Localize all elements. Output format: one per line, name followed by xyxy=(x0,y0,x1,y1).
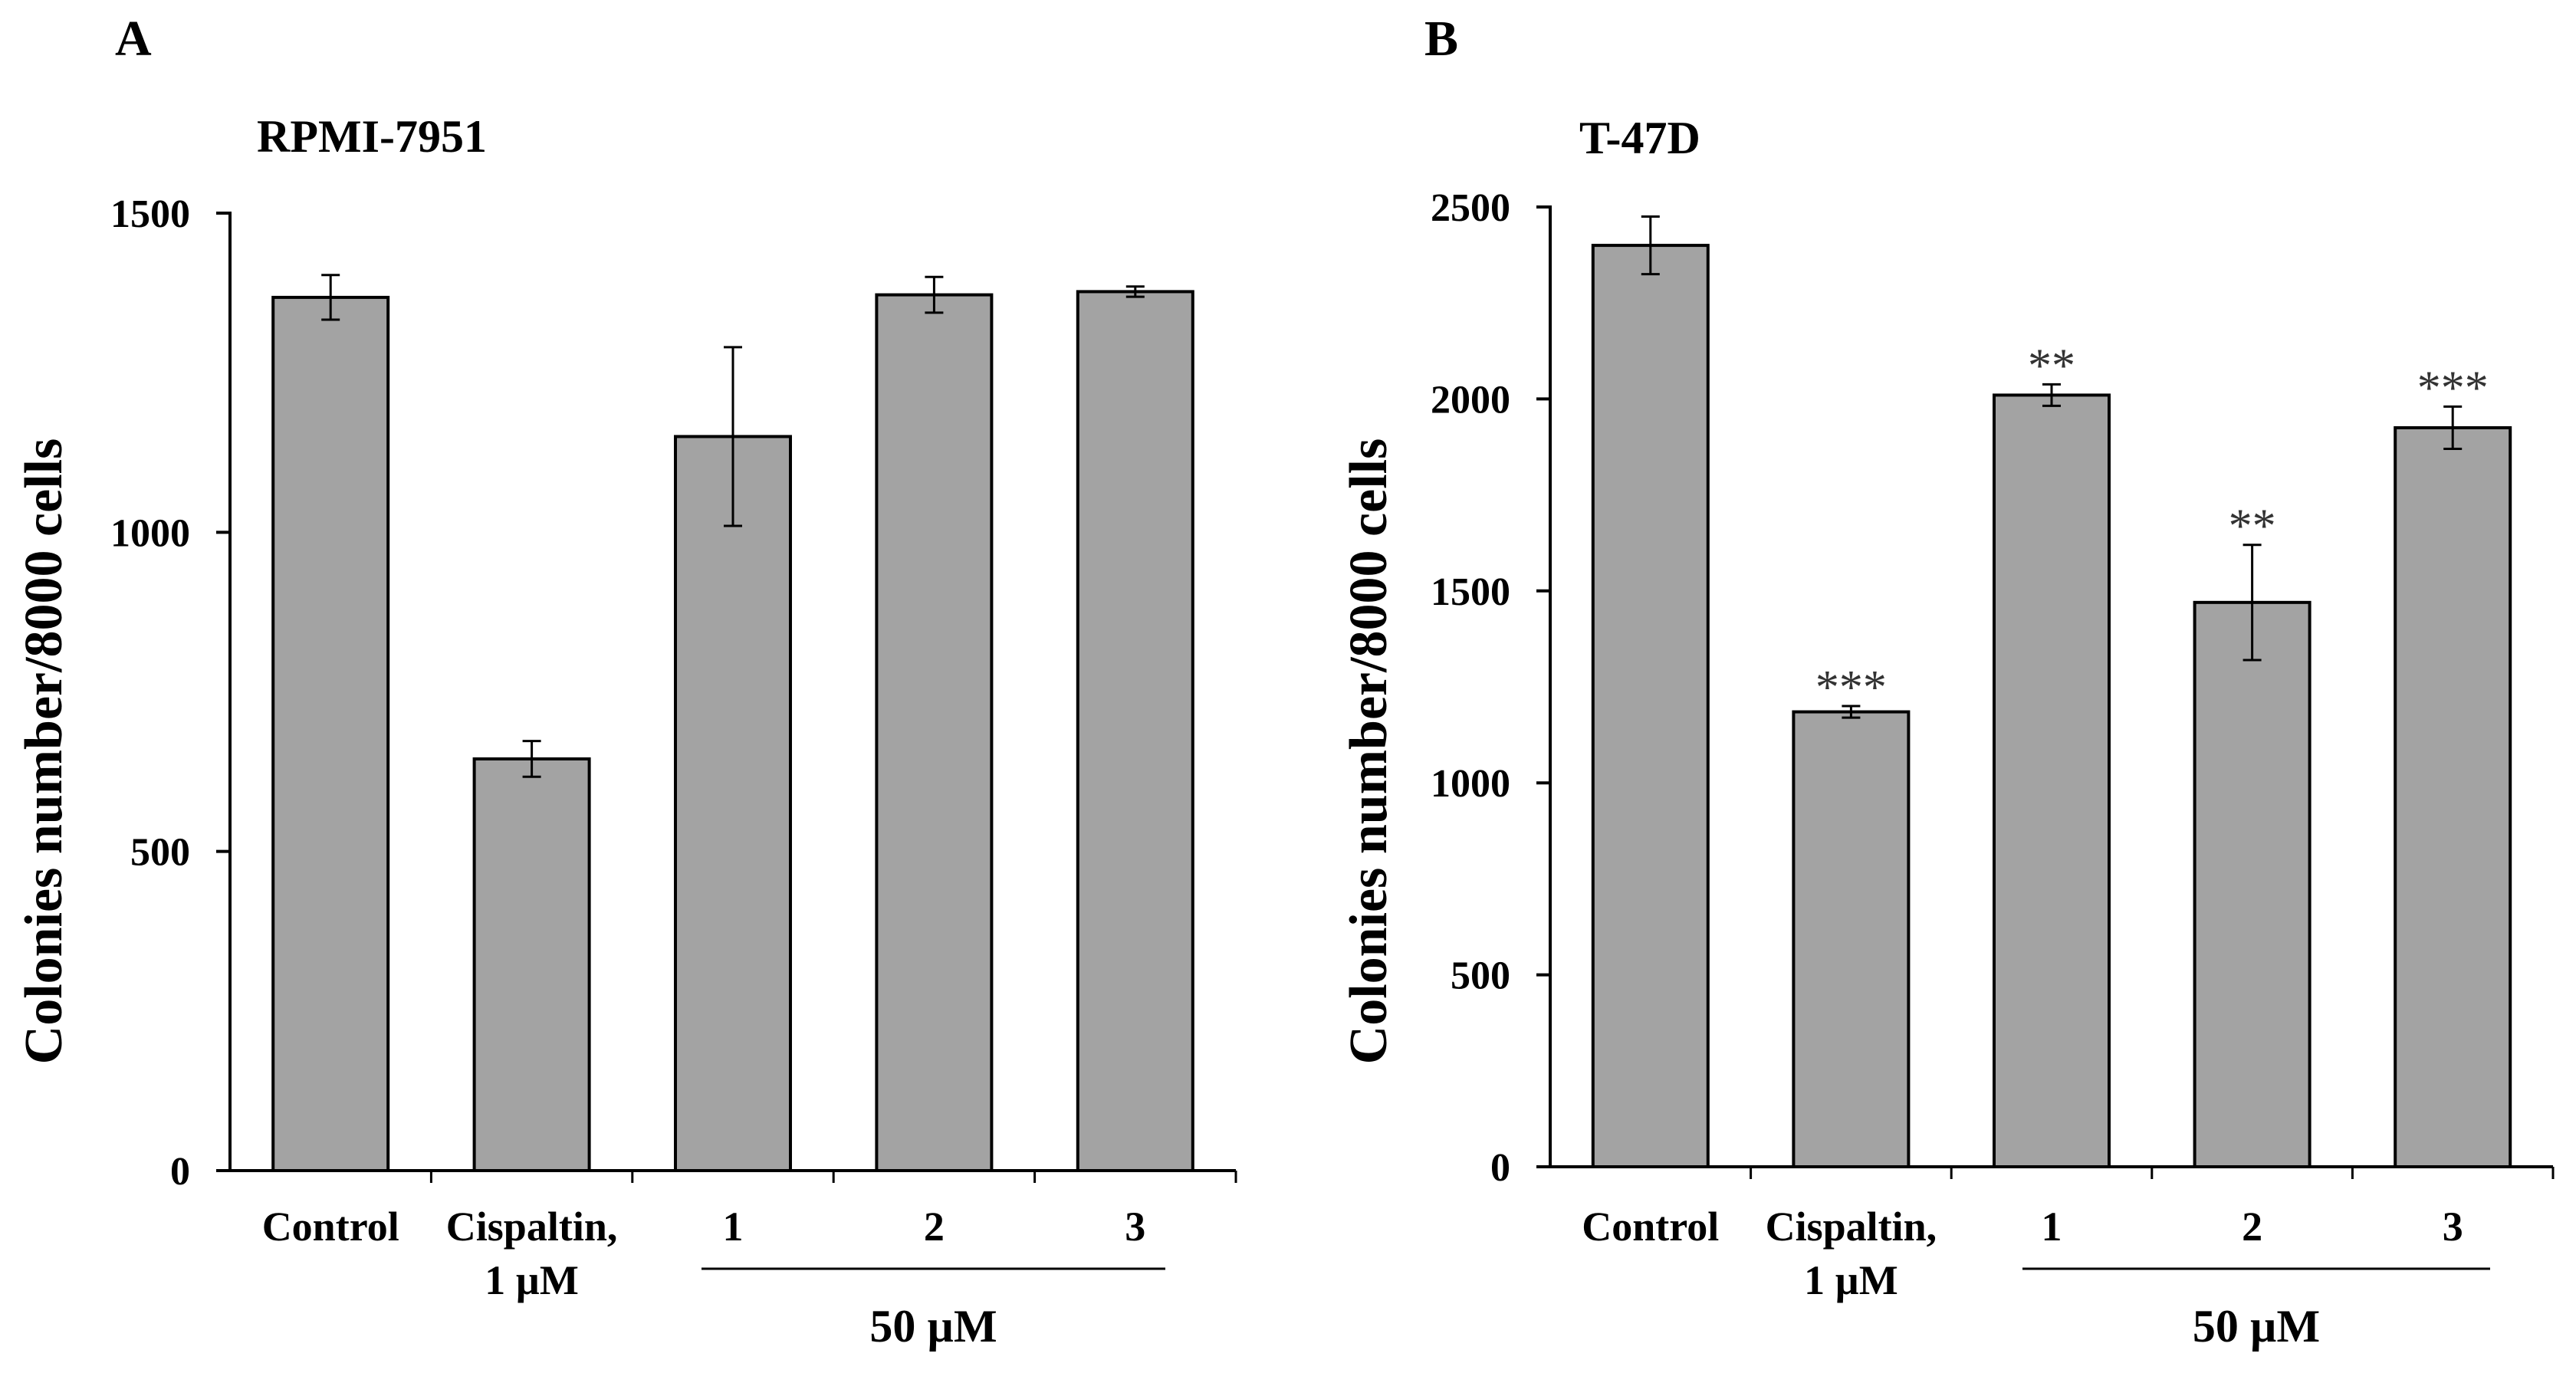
bar xyxy=(1076,290,1194,1173)
x-tick-label: 2 xyxy=(2242,1204,2262,1250)
panel-a: A RPMI-7951 Colonies number/8000 cells 0… xyxy=(15,11,1237,1352)
y-tick-label: 500 xyxy=(130,831,190,875)
x-tick-label: Control xyxy=(1582,1204,1719,1250)
x-tick-label-line2: 1 µM xyxy=(485,1257,579,1303)
y-tick-label: 2000 xyxy=(1431,378,1510,422)
bar xyxy=(2193,600,2312,1168)
x-tick-label: 3 xyxy=(1125,1204,1145,1250)
significance-marker: ** xyxy=(2229,501,2276,553)
y-tick-label: 2500 xyxy=(1431,186,1510,230)
panel-label: A xyxy=(115,11,152,67)
y-tick-label: 1000 xyxy=(1431,762,1510,806)
panel-b: B T-47D Colonies number/8000 cells 0 500 1… xyxy=(1339,11,2555,1352)
bar xyxy=(1993,393,2111,1168)
y-axis-label: Colonies number/8000 cells xyxy=(1339,439,1398,1065)
significance-marker: *** xyxy=(1815,662,1887,714)
group-bracket-label: 50 µM xyxy=(869,1301,997,1352)
y-tick-label: 0 xyxy=(1490,1146,1510,1190)
y-tick-label: 500 xyxy=(1451,954,1510,998)
x-tick-label: Cispaltin, xyxy=(1766,1204,1937,1250)
x-tick-label: 2 xyxy=(924,1204,945,1250)
panel-label: B xyxy=(1424,11,1458,67)
bar xyxy=(271,295,390,1172)
bar xyxy=(1591,244,1710,1169)
y-tick-label: 1000 xyxy=(110,511,190,555)
significance-marker: *** xyxy=(2417,362,2489,414)
x-tick-label: 1 xyxy=(723,1204,744,1250)
x-tick-label: 3 xyxy=(2443,1204,2463,1250)
plot-area: 0 500 1000 1500 Control Cispaltin, 1 µM 1 2 3 50 µ… xyxy=(110,192,1237,1352)
bar xyxy=(674,435,792,1172)
significance-marker: ** xyxy=(2028,340,2075,392)
y-tick-label: 0 xyxy=(170,1150,190,1194)
y-axis-label: Colonies number/8000 cells xyxy=(15,439,74,1065)
bar xyxy=(875,293,994,1173)
y-tick-label: 1500 xyxy=(110,192,190,236)
plot-area: 0 500 1000 1500 2000 2500 Control *** Cispaltin,… xyxy=(1431,186,2555,1352)
x-tick-label: 1 xyxy=(2042,1204,2062,1250)
bar xyxy=(472,757,591,1172)
bar xyxy=(1792,710,1911,1168)
bar xyxy=(2394,425,2512,1168)
x-tick-label-line2: 1 µM xyxy=(1804,1257,1898,1303)
chart-title: T-47D xyxy=(1579,113,1700,163)
chart-title: RPMI-7951 xyxy=(257,111,487,162)
y-tick-label: 1500 xyxy=(1431,570,1510,614)
x-tick-label: Cispaltin, xyxy=(446,1204,618,1250)
x-tick-label: Control xyxy=(262,1204,399,1250)
group-bracket-label: 50 µM xyxy=(2193,1301,2320,1352)
